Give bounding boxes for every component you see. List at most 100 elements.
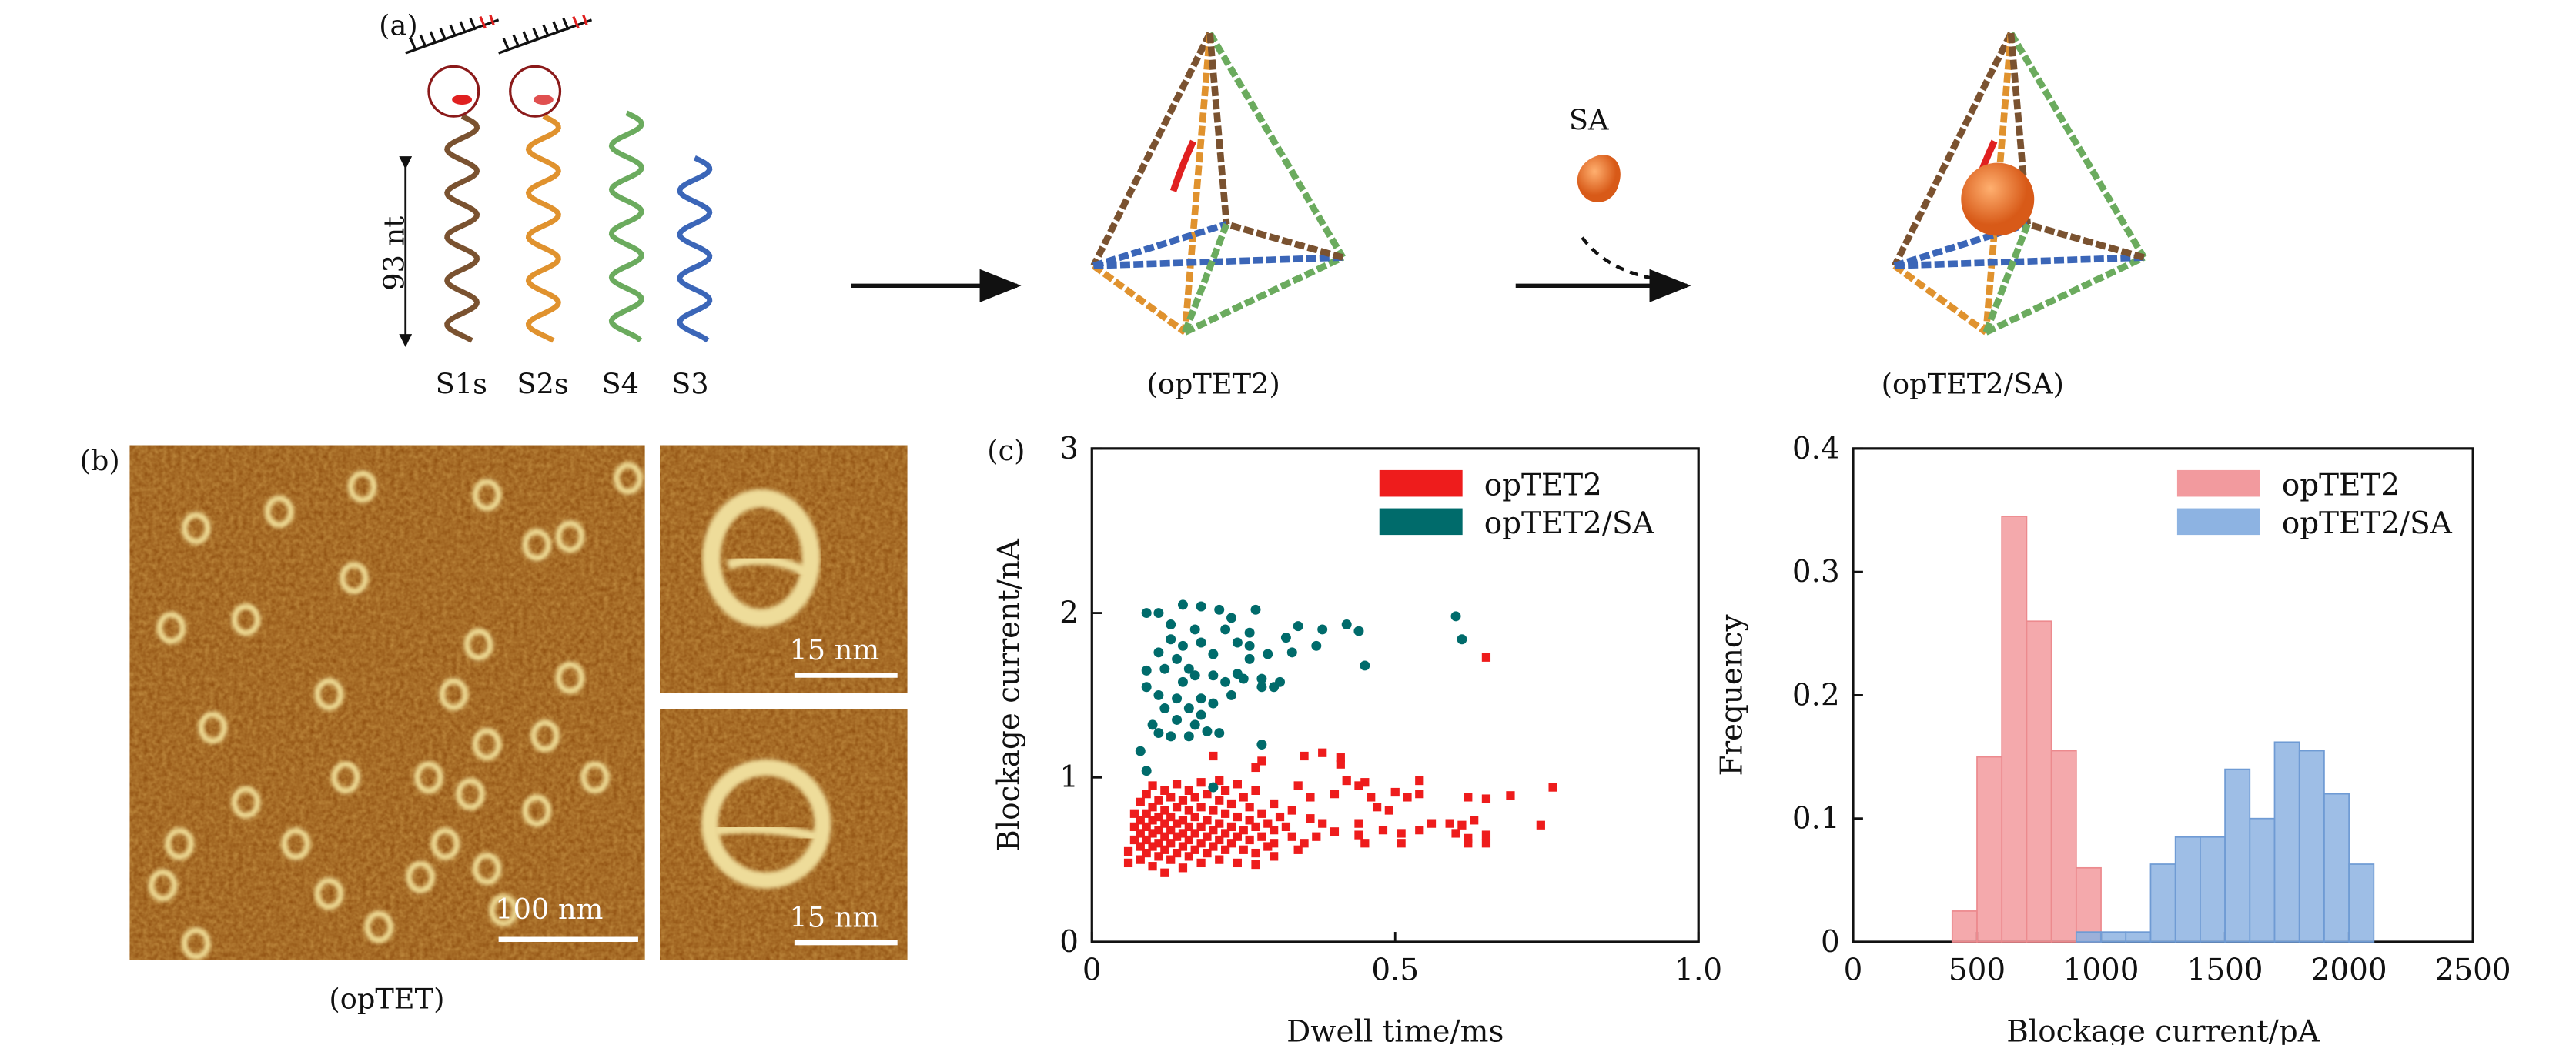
scatter-point-opTET2-SA — [1166, 731, 1176, 742]
panel-b-label: (b) — [79, 445, 120, 479]
scatter-point-opTET2 — [1318, 819, 1327, 828]
helix-s2s — [525, 113, 561, 343]
scatter-point-opTET2 — [1330, 790, 1340, 799]
scatter-point-opTET2 — [1178, 829, 1188, 838]
scatter-point-opTET2-SA — [1166, 619, 1176, 629]
strand-label-s2s: S2s — [517, 369, 569, 402]
scatter-y-tick-label: 2 — [1059, 596, 1079, 631]
scatter-point-opTET2 — [1312, 832, 1321, 841]
scatter-point-opTET2 — [1354, 830, 1363, 840]
scatter-point-opTET2 — [1184, 786, 1193, 795]
histogram-x-tick-label: 0 — [1844, 953, 1863, 988]
scatter-point-opTET2-SA — [1183, 703, 1194, 713]
histogram-bar-opTET2 — [1976, 756, 2003, 943]
scatter-point-opTET2 — [1415, 826, 1424, 835]
tag-circle — [509, 65, 562, 118]
afm-particle — [463, 628, 493, 661]
afm-particle — [331, 761, 360, 794]
strand-label-s3: S3 — [671, 369, 709, 402]
scatter-point-opTET2 — [1397, 839, 1406, 848]
afm-particle — [198, 711, 228, 744]
scatter-point-opTET2 — [1464, 839, 1473, 848]
scatter-point-opTET2 — [1226, 799, 1236, 809]
scatter-x-tick-label: 0.5 — [1371, 953, 1419, 988]
scatter-point-opTET2 — [1481, 653, 1491, 662]
scatter-point-opTET2-SA — [1208, 698, 1219, 709]
histogram-legend-label: opTET2/SA — [2282, 506, 2453, 541]
scatter-point-opTET2 — [1136, 855, 1145, 864]
scatter-point-opTET2 — [1129, 822, 1139, 832]
scatter-point-opTET2 — [1263, 819, 1273, 828]
helix-s1s — [444, 113, 480, 343]
scatter-point-opTET2-SA — [1177, 676, 1188, 687]
scatter-point-opTET2 — [1464, 833, 1473, 843]
histogram-y-tick-label: 0.4 — [1792, 432, 1840, 466]
scatter-point-opTET2 — [1142, 809, 1151, 818]
scatter-point-opTET2 — [1142, 835, 1151, 845]
afm-particle — [472, 479, 502, 512]
structure1-label: (opTET2) — [1146, 369, 1280, 402]
afm-particle — [339, 562, 369, 595]
scatter-point-opTET2 — [1306, 793, 1315, 802]
scale-bar-inset1 — [794, 673, 898, 678]
afm-particle — [231, 603, 261, 636]
scatter-point-opTET2 — [1148, 842, 1157, 851]
tetrahedron-edge — [1206, 32, 1230, 225]
scatter-point-opTET2 — [1257, 756, 1266, 766]
histogram-x-tick-label: 1000 — [2063, 953, 2139, 988]
scatter-point-opTET2-SA — [1360, 660, 1370, 671]
scatter-point-opTET2 — [1196, 778, 1206, 787]
scatter-point-opTET2 — [1270, 839, 1279, 848]
histogram-bar-opTET2-SA — [2100, 931, 2127, 943]
scatter-point-opTET2 — [1481, 794, 1491, 803]
afm-particle — [472, 852, 502, 886]
scatter-point-opTET2 — [1415, 790, 1424, 799]
scatter-point-opTET2 — [1239, 845, 1248, 854]
tetrahedron-edge — [1225, 221, 1344, 261]
tetrahedron-edge — [1892, 262, 1989, 336]
scatter-point-opTET2-SA — [1189, 670, 1200, 681]
histogram-x-axis-label: Blockage current/pA — [2006, 1015, 2320, 1045]
afm-particle — [148, 869, 178, 902]
scatter-point-opTET2 — [1148, 781, 1157, 790]
afm-particle — [555, 661, 585, 694]
tetrahedron-edge — [1181, 32, 1213, 333]
scatter-point-opTET2 — [1378, 826, 1388, 835]
panel-a-illustration — [399, 14, 2147, 347]
scatter-point-opTET2 — [1148, 803, 1157, 812]
scatter-point-opTET2 — [1336, 753, 1345, 763]
afm-particle — [614, 462, 643, 495]
scatter-point-opTET2-SA — [1450, 611, 1461, 622]
histogram-bar-opTET2-SA — [2149, 863, 2176, 943]
scatter-point-opTET2 — [1257, 809, 1266, 818]
scatter-point-opTET2 — [1184, 822, 1193, 832]
scatter-point-opTET2-SA — [1196, 693, 1206, 704]
histogram-legend-label: opTET2 — [2282, 468, 2400, 502]
helix-s3 — [677, 155, 713, 343]
scatter-point-opTET2-SA — [1196, 637, 1206, 648]
scatter-point-opTET2 — [1166, 826, 1176, 835]
scatter-point-opTET2 — [1196, 839, 1206, 848]
scatter-point-opTET2 — [1270, 826, 1279, 835]
scatter-point-opTET2 — [1221, 845, 1230, 854]
scatter-point-opTET2-SA — [1275, 676, 1286, 687]
scatter-point-opTET2 — [1160, 832, 1169, 841]
scatter-point-opTET2-SA — [1280, 633, 1291, 643]
scatter-point-opTET2-SA — [1141, 766, 1152, 776]
afm-particle — [181, 512, 211, 545]
scale-label-inset1: 15 nm — [789, 634, 880, 668]
tetrahedron-edge — [1090, 32, 1213, 268]
histogram-bar-opTET2 — [2075, 866, 2102, 943]
scatter-point-opTET2 — [1342, 776, 1351, 786]
scatter-point-opTET2 — [1293, 845, 1303, 854]
scatter-point-opTET2 — [1172, 819, 1182, 828]
scatter-point-opTET2 — [1148, 816, 1157, 825]
tetrahedron-edge — [1091, 262, 1187, 336]
scatter-point-opTET2 — [1196, 803, 1206, 812]
scatter-point-opTET2 — [1360, 778, 1370, 787]
afm-particle — [156, 611, 186, 645]
scatter-point-opTET2-SA — [1226, 613, 1236, 623]
scatter-point-opTET2 — [1275, 812, 1285, 822]
scatter-point-opTET2 — [1548, 783, 1557, 792]
scatter-point-opTET2-SA — [1141, 682, 1152, 693]
